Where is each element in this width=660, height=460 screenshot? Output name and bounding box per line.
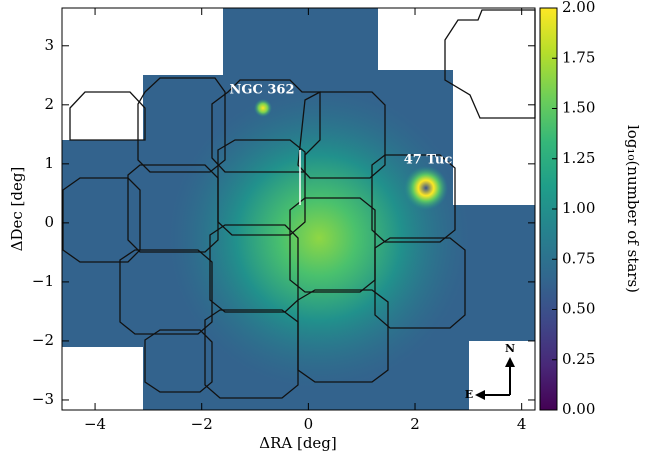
colorbar-tick-label: 2.00	[562, 0, 595, 16]
y-axis-label: ΔDec [deg]	[8, 167, 26, 252]
annotation: NGC 362	[230, 83, 295, 98]
colorbar-tick-label: 0.25	[562, 350, 595, 368]
colorbar-tick-label: 0.50	[562, 300, 595, 318]
y-tick-label: 1	[44, 154, 54, 172]
colorbar-tick-label: 1.50	[562, 99, 595, 117]
x-tick-label: −4	[84, 415, 106, 433]
x-tick-label: 4	[517, 415, 527, 433]
plot-frame	[61, 7, 536, 411]
x-tick-label: 0	[304, 415, 314, 433]
colorbar-tick-label: 0.00	[562, 400, 595, 418]
x-axis-label: ΔRA [deg]	[259, 434, 337, 452]
y-tick-label: −1	[32, 272, 54, 290]
y-tick-label: 2	[44, 95, 54, 113]
y-tick-label: −2	[32, 331, 54, 349]
compass: N E	[465, 342, 515, 401]
colorbar-tick-label: 0.75	[562, 249, 595, 267]
annotation: E	[465, 388, 473, 401]
y-tick-label: 3	[44, 36, 54, 54]
y-tick-label: 0	[44, 213, 54, 231]
x-tick-label: 2	[410, 415, 420, 433]
colorbar-tick-label: 1.75	[562, 48, 595, 66]
tiles	[62, 9, 536, 399]
colorbar-tick-label: 1.00	[562, 199, 595, 217]
y-tick-label: −3	[32, 390, 54, 408]
annotation: N	[505, 342, 515, 355]
annotation: 47 Tuc	[404, 153, 453, 168]
colorbar-label: log₁₀(number of stars)	[624, 125, 642, 293]
colorbar-tick-label: 1.25	[562, 149, 595, 167]
x-tick-label: −2	[191, 415, 213, 433]
